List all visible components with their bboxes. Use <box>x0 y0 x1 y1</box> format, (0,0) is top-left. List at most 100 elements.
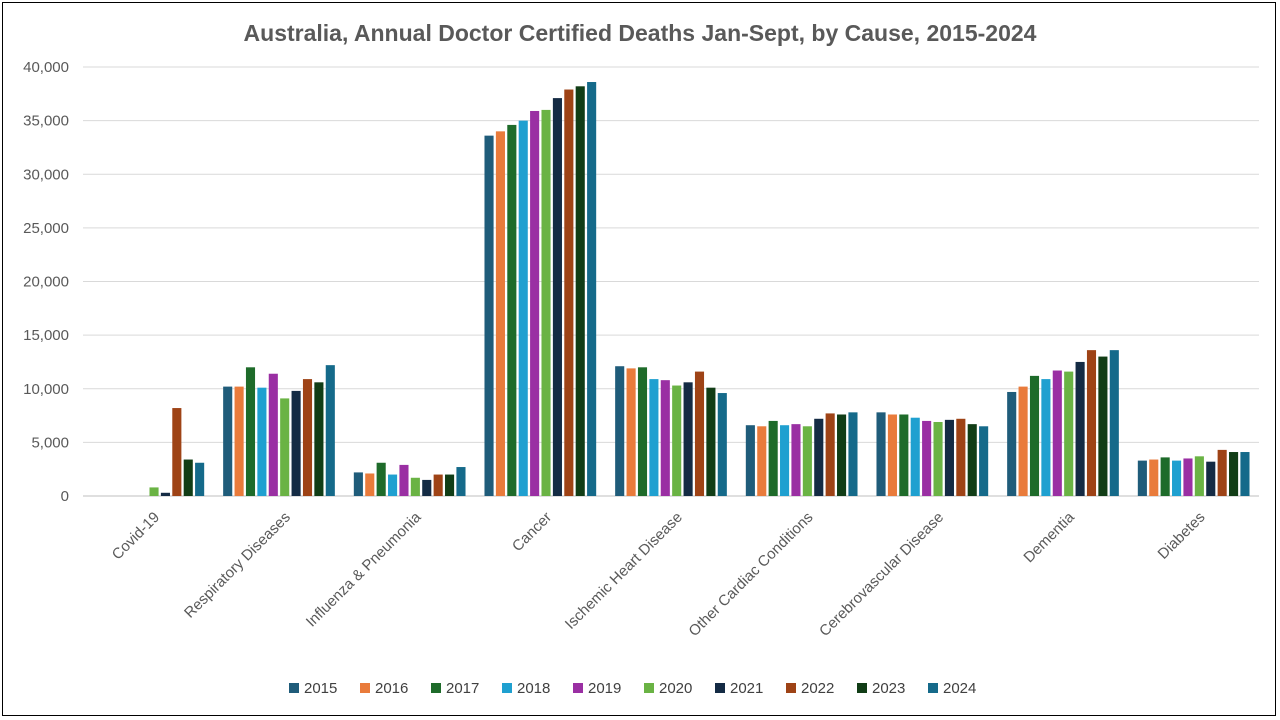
bar-2021-4 <box>683 382 693 496</box>
bar-2017-4 <box>637 367 648 496</box>
bar-2019-1 <box>268 373 278 496</box>
x-tick-label: Dementia <box>1020 508 1078 566</box>
bar-2023-8 <box>1229 452 1239 496</box>
x-tick-label: Ischemic Heart Disease <box>562 509 686 633</box>
bar-2022-7 <box>1086 350 1097 496</box>
bar-2018-4 <box>649 379 659 496</box>
bar-2022-0 <box>172 408 182 496</box>
bar-2018-6 <box>910 417 920 496</box>
y-tick-label: 30,000 <box>23 166 69 183</box>
bar-2019-7 <box>1052 370 1062 496</box>
legend-label-2019: 2019 <box>588 680 621 697</box>
x-tick-label: Respiratory Diseases <box>181 509 294 622</box>
bar-2016-2 <box>365 473 375 496</box>
bar-2021-0 <box>160 492 170 496</box>
bar-2018-1 <box>257 387 267 496</box>
bar-2021-3 <box>552 98 562 496</box>
bar-2023-5 <box>837 414 847 496</box>
x-tick-label: Influenza & Pneumonia <box>303 508 425 630</box>
bar-2018-2 <box>388 474 398 496</box>
bar-2023-3 <box>575 86 585 497</box>
legend: 2015 2016 2017 2018 2019 2020 2021 2022 2023 2024 <box>289 680 976 697</box>
bar-2016-4 <box>626 368 636 496</box>
bar-2024-4 <box>717 393 727 496</box>
bar-2018-5 <box>780 425 790 496</box>
bar-2015-6 <box>876 412 886 496</box>
bar-2016-8 <box>1149 459 1159 496</box>
bar-2020-7 <box>1064 371 1074 496</box>
y-tick-label: 0 <box>61 488 69 505</box>
legend-label-2021: 2021 <box>730 680 763 697</box>
bar-2023-7 <box>1098 356 1108 496</box>
bar-2018-7 <box>1041 379 1051 496</box>
bar-2020-2 <box>410 477 420 496</box>
bar-2024-0 <box>195 462 205 496</box>
bar-2015-4 <box>615 366 625 496</box>
bar-2015-8 <box>1137 460 1147 496</box>
bar-2022-6 <box>956 418 966 496</box>
bar-2019-4 <box>660 380 670 496</box>
legend-label-2018: 2018 <box>517 680 550 697</box>
y-tick-label: 10,000 <box>23 381 69 398</box>
bar-2021-1 <box>291 390 301 496</box>
bar-2017-8 <box>1160 457 1170 496</box>
bar-2017-6 <box>899 414 909 496</box>
legend-swatch-2020 <box>644 683 654 693</box>
bar-2024-8 <box>1240 452 1250 496</box>
bar-2016-6 <box>887 414 897 496</box>
y-axis-ticks: 0 5,000 10,000 15,000 20,000 25,000 30,000 35,0… <box>23 59 69 505</box>
bar-2022-8 <box>1217 449 1227 496</box>
bar-2019-6 <box>922 420 932 496</box>
bar-2020-1 <box>280 398 290 496</box>
bar-2022-5 <box>825 413 835 496</box>
chart-title: Australia, Annual Doctor Certified Death… <box>244 20 1037 46</box>
bar-2021-5 <box>814 418 824 496</box>
bar-2021-6 <box>944 419 954 496</box>
x-tick-label: Cerebrovascular Disease <box>816 509 947 640</box>
bar-2016-5 <box>757 426 767 496</box>
legend-swatch-2015 <box>289 683 299 693</box>
bar-2024-5 <box>848 412 858 496</box>
legend-swatch-2018 <box>502 683 512 693</box>
bars <box>149 82 1250 497</box>
bar-2019-8 <box>1183 458 1193 496</box>
bar-2021-8 <box>1206 461 1216 496</box>
bar-2016-1 <box>234 386 244 496</box>
x-axis-ticks: Covid-19 Respiratory Diseases Influenza & … <box>109 508 1209 640</box>
bar-2019-2 <box>399 464 409 496</box>
legend-swatch-2019 <box>573 683 583 693</box>
y-tick-label: 25,000 <box>23 220 69 237</box>
y-tick-label: 40,000 <box>23 59 69 76</box>
bar-2023-2 <box>445 474 455 496</box>
x-tick-label: Other Cardiac Conditions <box>685 509 816 640</box>
bar-2015-5 <box>745 425 755 496</box>
bar-2023-6 <box>967 424 977 496</box>
legend-label-2020: 2020 <box>659 680 692 697</box>
legend-swatch-2023 <box>857 683 867 693</box>
bar-2017-2 <box>376 462 386 496</box>
bar-2020-0 <box>149 487 159 496</box>
bar-2022-1 <box>302 379 313 496</box>
bar-2016-7 <box>1018 386 1028 496</box>
bar-2017-7 <box>1029 375 1040 496</box>
legend-swatch-2016 <box>360 683 370 693</box>
bar-2015-7 <box>1007 391 1017 496</box>
legend-label-2023: 2023 <box>872 680 905 697</box>
bar-2015-1 <box>223 386 233 496</box>
bar-2017-1 <box>245 367 256 496</box>
legend-label-2022: 2022 <box>801 680 834 697</box>
legend-swatch-2021 <box>715 683 725 693</box>
bar-2024-7 <box>1109 350 1119 496</box>
bar-2020-6 <box>933 421 943 496</box>
bar-2024-3 <box>587 82 597 496</box>
legend-label-2024: 2024 <box>943 680 976 697</box>
y-tick-label: 15,000 <box>23 327 69 344</box>
bar-chart: Australia, Annual Doctor Certified Death… <box>23 20 1259 697</box>
x-tick-label: Covid-19 <box>109 509 163 563</box>
gridlines <box>83 66 1259 497</box>
bar-2015-2 <box>353 472 363 496</box>
bar-2018-3 <box>518 120 528 496</box>
bar-2017-3 <box>507 124 517 496</box>
bar-2020-4 <box>672 385 682 496</box>
